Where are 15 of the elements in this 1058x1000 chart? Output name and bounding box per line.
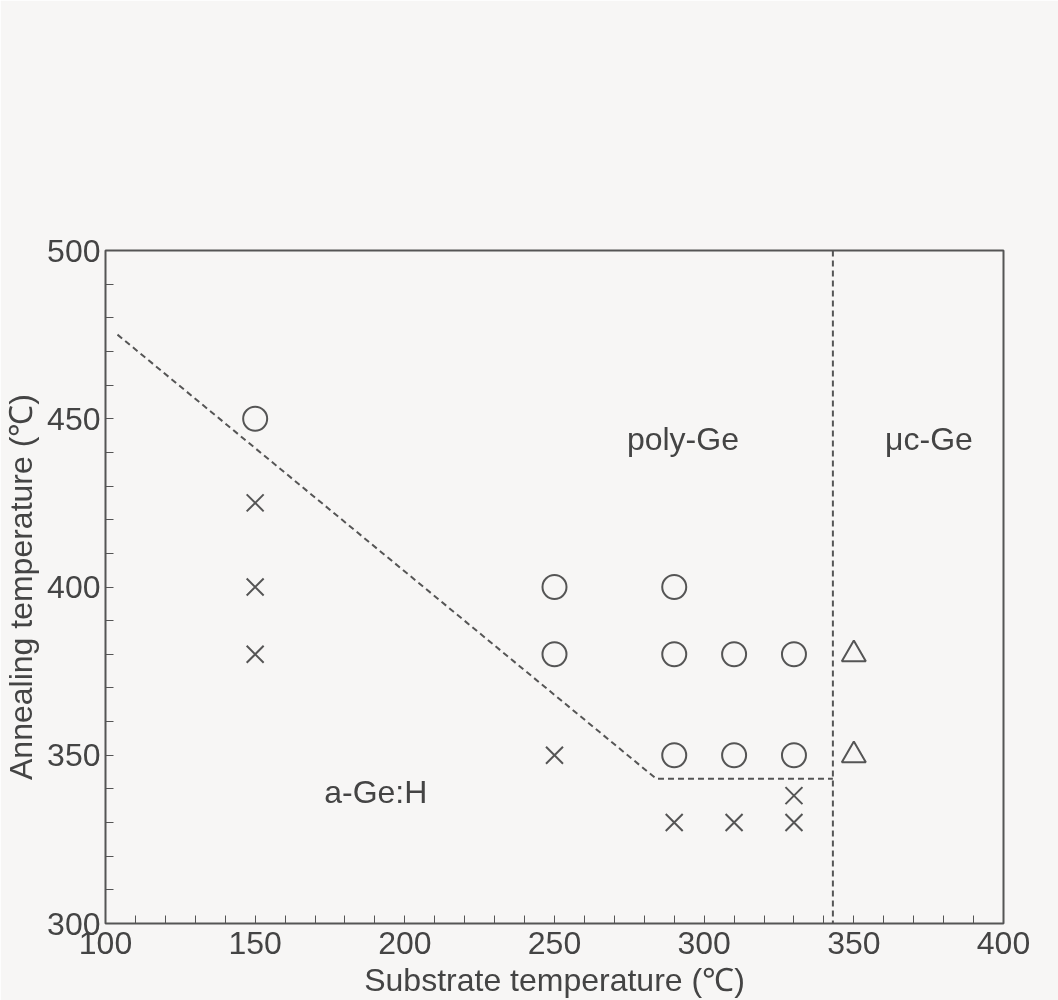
x-tick-label: 400 [976,924,1031,961]
y-axis-title: Annealing temperature (℃) [3,394,40,780]
x-tick-label: 150 [228,924,282,961]
annotation: poly-Ge [626,420,739,457]
x-axis-title: Substrate temperature (℃) [364,961,745,998]
y-tick-label: 350 [47,737,101,774]
y-tick-label: 400 [47,569,101,605]
annotation: μc-Ge [885,420,973,457]
x-tick-label: 350 [827,924,881,961]
x-tick-label: 250 [527,924,582,961]
annotation: a-Ge:H [324,774,428,811]
x-tick-label: 300 [677,924,731,961]
x-tick-label: 200 [378,924,432,961]
y-tick-label: 450 [47,400,101,437]
y-tick-label: 500 [47,232,101,269]
